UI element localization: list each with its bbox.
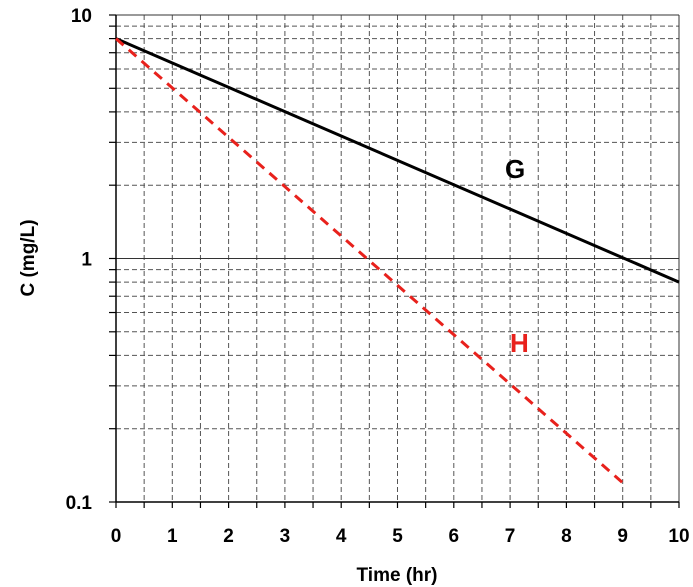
y-axis-title: C (mg/L): [18, 219, 39, 296]
y-tick-labels: 0.1 1 10: [66, 6, 93, 514]
series-label-g: G: [505, 154, 525, 184]
series-label-h: H: [510, 328, 529, 358]
x-tick-label: 10: [668, 526, 689, 547]
x-tick-label: 7: [505, 526, 516, 547]
y-tick-label: 10: [71, 6, 92, 27]
x-tick-label: 9: [617, 526, 628, 547]
x-tick-labels: 0 1 2 3 4 5 6 7 8 9 10: [111, 526, 690, 547]
y-tick-label: 0.1: [66, 493, 93, 514]
y-tick-label: 1: [81, 250, 92, 271]
x-tick-label: 8: [561, 526, 572, 547]
x-tick-label: 5: [392, 526, 403, 547]
grid: [116, 15, 679, 502]
plot-frame: [109, 14, 680, 508]
x-tick-label: 2: [223, 526, 234, 547]
series-labels: GH: [505, 154, 529, 358]
x-tick-label: 1: [167, 526, 178, 547]
x-tick-label: 6: [449, 526, 460, 547]
series-line-h: [115, 37, 624, 484]
series-line-g: [115, 37, 680, 284]
x-tick-label: 3: [280, 526, 291, 547]
x-axis-title: Time (hr): [357, 565, 438, 586]
x-tick-label: 0: [111, 526, 122, 547]
series-layer: [115, 37, 680, 484]
x-tick-label: 4: [336, 526, 347, 547]
